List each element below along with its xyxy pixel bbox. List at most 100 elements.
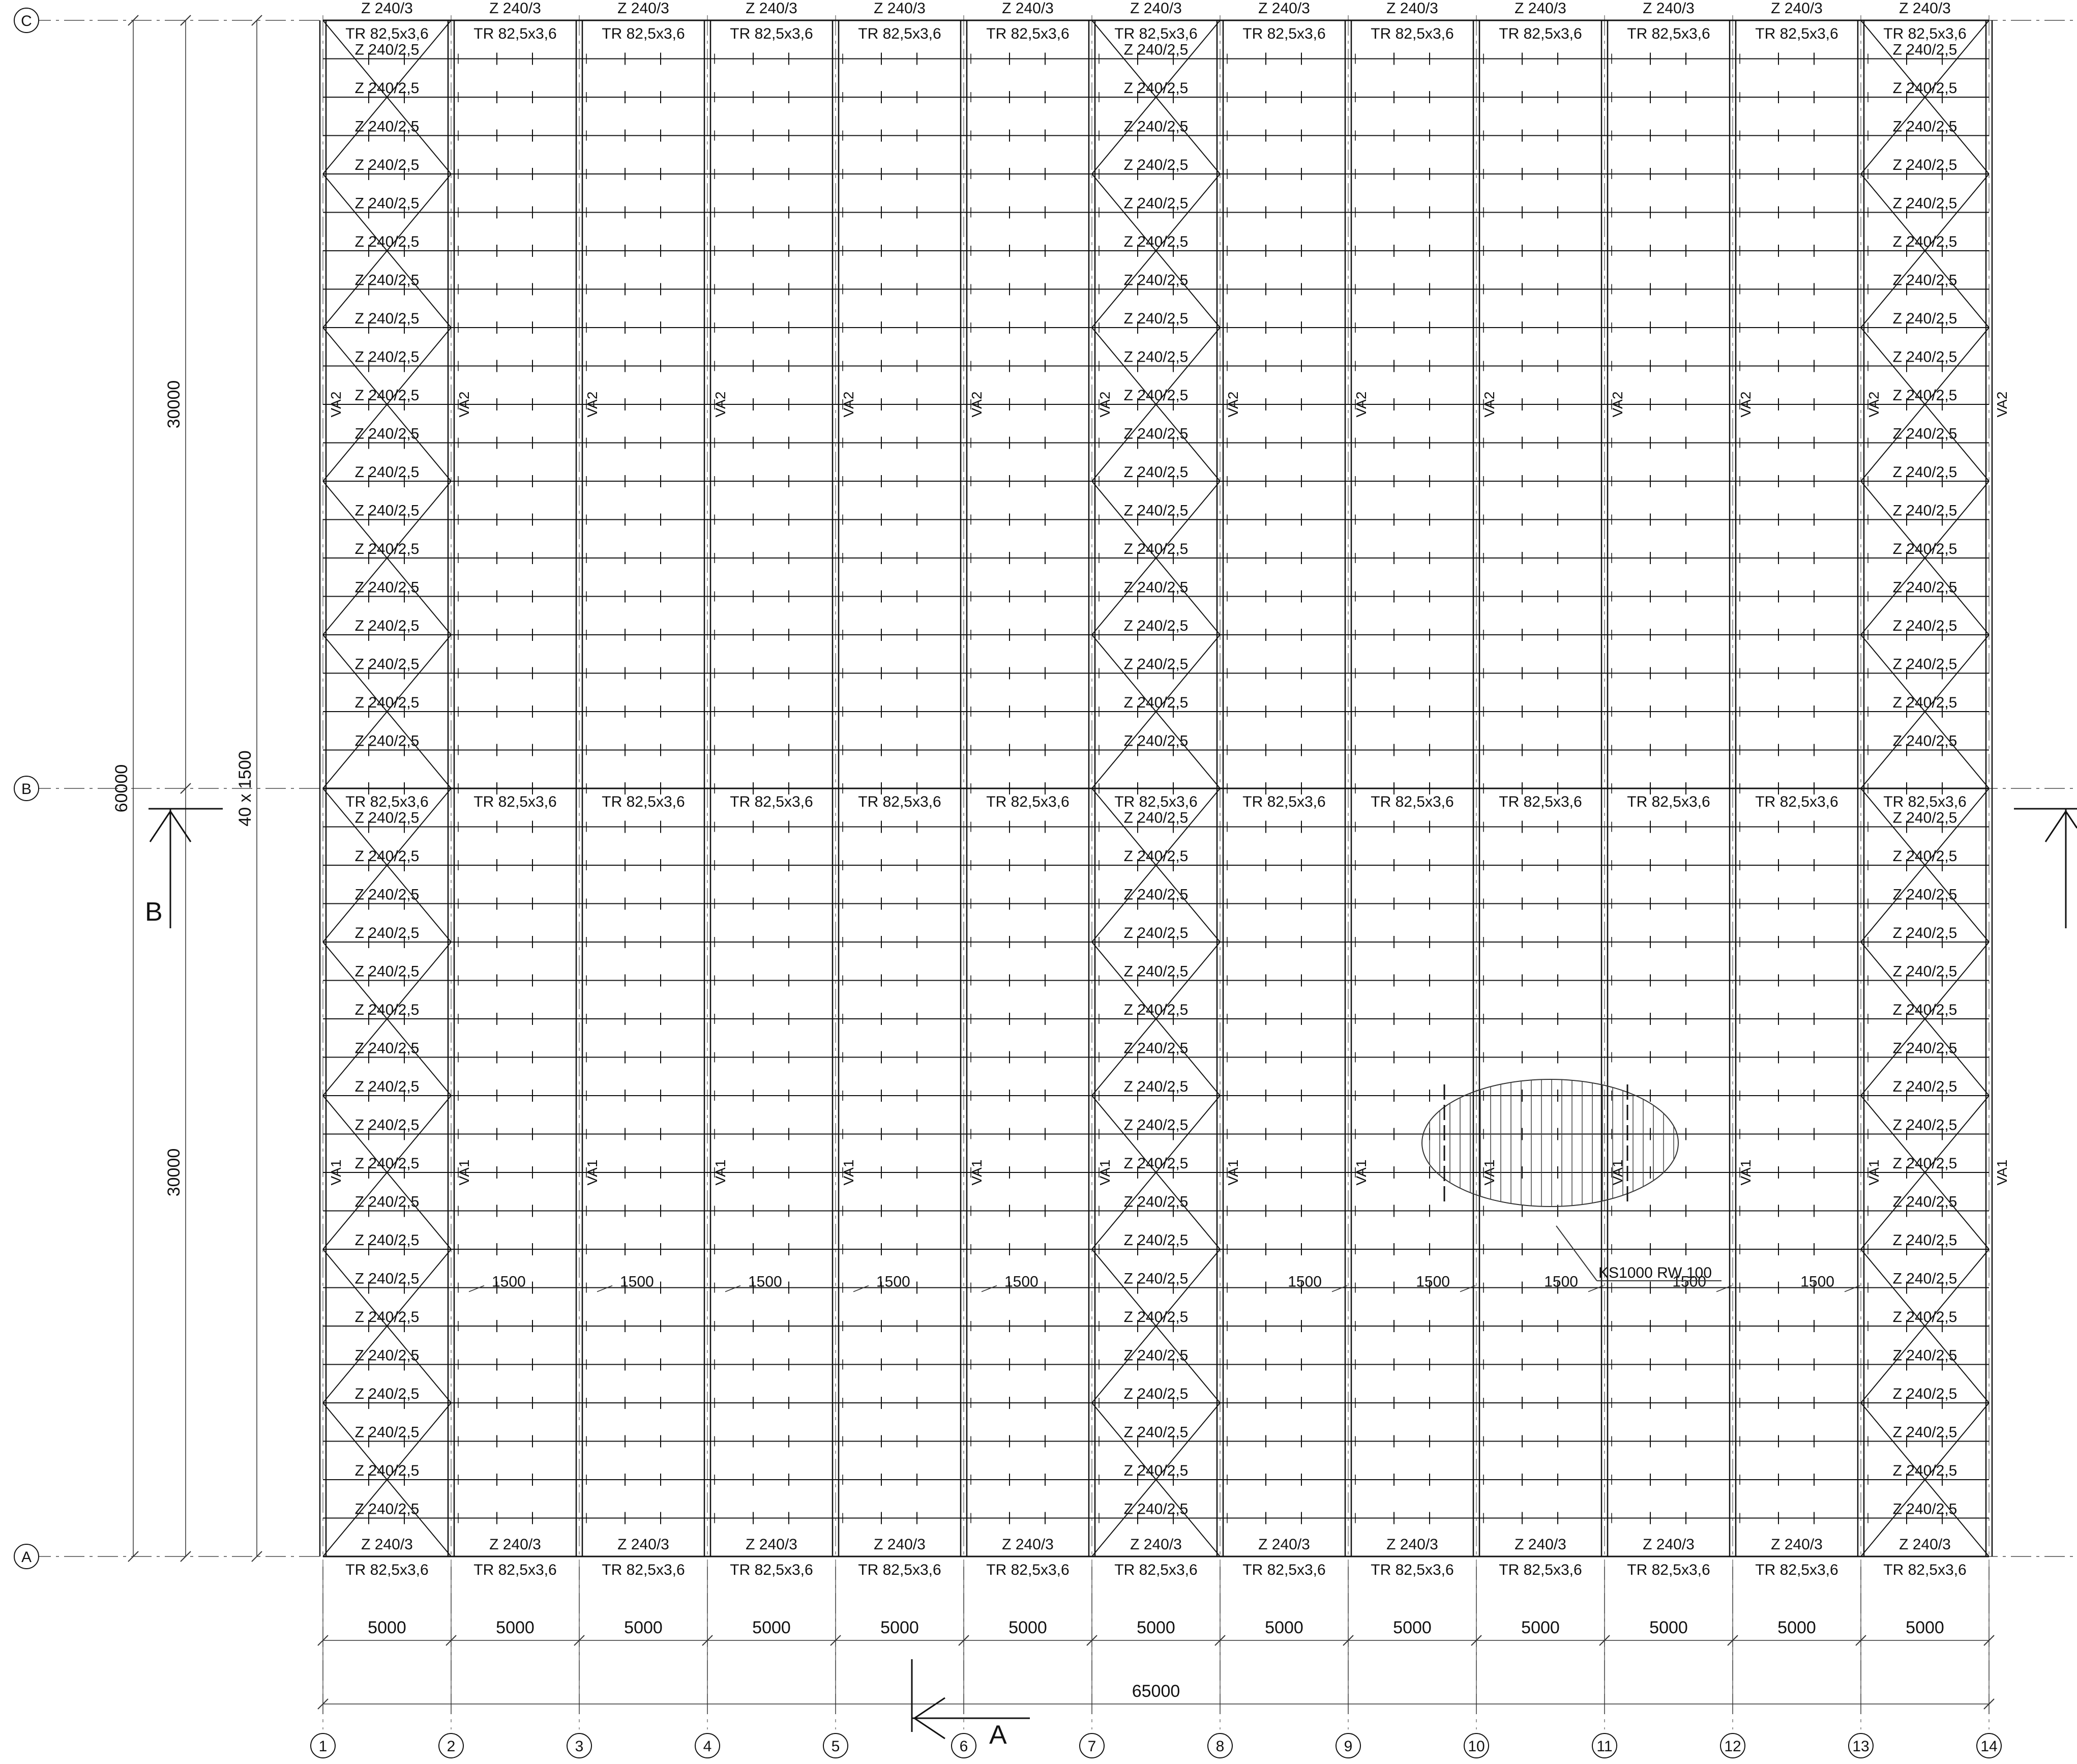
bay-dim-label: 5000 [368,1618,406,1637]
purlin-label: Z 240/2,5 [1124,426,1189,443]
purlin-spacing-label: 1500 [1004,1274,1038,1290]
purlin-label: Z 240/2,5 [1124,233,1189,250]
purlin-label: Z 240/2,5 [355,1155,420,1172]
purlin-label: Z 240/2,5 [1124,887,1189,903]
purlin-label: Z 240/2,5 [1124,618,1189,634]
edge-purlin-label: Z 240/3 [1258,1536,1310,1553]
edge-purlin-label: Z 240/3 [1386,0,1438,17]
bracing-label: VA2 [1225,392,1241,418]
bay-dim-label: 5000 [624,1618,663,1637]
truss-label: TR 82,5x3,6 [473,1562,556,1578]
column-axis-label: 8 [1216,1738,1225,1755]
truss-label: TR 82,5x3,6 [858,25,941,42]
truss-label: TR 82,5x3,6 [986,793,1069,810]
section-arrow-icon [2045,811,2077,842]
purlin-label: Z 240/2,5 [1124,848,1189,865]
column-axis-label: 12 [1724,1738,1741,1755]
bracing-label: VA2 [1610,392,1625,418]
purlin-label: Z 240/2,5 [1893,233,1957,250]
purlin-label: Z 240/2,5 [355,1386,420,1402]
purlin-label: Z 240/2,5 [355,1501,420,1518]
truss-label: TR 82,5x3,6 [1883,1562,1966,1578]
purlin-label: Z 240/2,5 [1124,579,1189,596]
bracing-label: VA1 [328,1160,344,1186]
truss-label: TR 82,5x3,6 [858,793,941,810]
purlin-label: Z 240/2,5 [1893,1040,1957,1057]
truss-label: TR 82,5x3,6 [1242,25,1325,42]
purlin-label: Z 240/2,5 [1893,387,1957,404]
purlin-label: Z 240/2,5 [1124,42,1189,58]
truss-label: TR 82,5x3,6 [1883,25,1966,42]
purlin-label: Z 240/2,5 [1893,272,1957,289]
edge-purlin-label: Z 240/3 [1899,0,1951,17]
purlin-label: Z 240/2,5 [1893,694,1957,711]
bracing-label: VA1 [841,1160,856,1186]
purlin-label: Z 240/2,5 [355,656,420,673]
purlin-label: Z 240/2,5 [1124,195,1189,212]
bracing-label: VA2 [1481,392,1497,418]
purlin-label: Z 240/2,5 [1124,1002,1189,1018]
truss-label: TR 82,5x3,6 [345,793,428,810]
truss-label: TR 82,5x3,6 [986,1562,1069,1578]
purlin-label: Z 240/2,5 [355,233,420,250]
truss-label: TR 82,5x3,6 [1371,1562,1453,1578]
truss-label: TR 82,5x3,6 [986,25,1069,42]
purlin-spacing-label: 1500 [876,1274,910,1290]
edge-purlin-label: Z 240/3 [361,0,413,17]
section-mark-b-left: B [145,809,223,928]
bracing-label: VA2 [584,392,600,418]
purlin-label: Z 240/2,5 [355,887,420,903]
column-axis-label: 5 [832,1738,840,1755]
bay-dim-label: 5000 [1521,1618,1560,1637]
section-mark-b-right [2014,809,2077,928]
purlin-label: Z 240/2,5 [355,80,420,97]
purlin-label: Z 240/2,5 [1124,1078,1189,1095]
column-axis-label: 10 [1468,1738,1485,1755]
purlin-label: Z 240/2,5 [1893,925,1957,942]
purlin-label: Z 240/2,5 [1124,810,1189,827]
panel-callout-label: KS1000 RW 100 [1598,1265,1712,1281]
edge-purlin-label: Z 240/3 [1130,1536,1182,1553]
purlin-label: Z 240/2,5 [1124,1309,1189,1326]
purlin-spacing-label: 1500 [492,1274,526,1290]
purlin-label: Z 240/2,5 [355,541,420,557]
bay-dim-label: 5000 [1265,1618,1303,1637]
truss-label: TR 82,5x3,6 [1114,1562,1197,1578]
purlin-label: Z 240/2,5 [1893,1462,1957,1479]
bay-dim-label: 5000 [496,1618,535,1637]
purlin-spacing-label: 1500 [1288,1274,1322,1290]
edge-purlin-label: Z 240/3 [1002,0,1054,17]
bracing-label: VA1 [713,1160,728,1186]
purlin-label: Z 240/2,5 [1893,426,1957,443]
bracing-label: VA2 [1866,392,1882,418]
purlin-label: Z 240/2,5 [355,157,420,173]
purlin-label: Z 240/2,5 [355,848,420,865]
edge-purlin-label: Z 240/3 [1643,0,1695,17]
bracing-label: VA2 [1738,392,1754,418]
truss-label: TR 82,5x3,6 [473,25,556,42]
edge-purlin-label: Z 240/3 [746,1536,797,1553]
purlin-label: Z 240/2,5 [355,1347,420,1364]
purlin-label: Z 240/2,5 [355,1424,420,1441]
bracing-label: VA1 [584,1160,600,1186]
purlin-label: Z 240/2,5 [1893,1501,1957,1518]
edge-purlin-label: Z 240/3 [1258,0,1310,17]
bracing-label: VA1 [1353,1160,1369,1186]
purlin-label: Z 240/2,5 [1893,1309,1957,1326]
purlin-label: Z 240/2,5 [1124,694,1189,711]
purlin-label: Z 240/2,5 [1124,541,1189,557]
purlin-label: Z 240/2,5 [1124,1194,1189,1211]
purlin-spacing-label: 1500 [748,1274,782,1290]
purlin-label: Z 240/2,5 [1124,157,1189,173]
purlin-label: Z 240/2,5 [1893,157,1957,173]
purlin-label: Z 240/2,5 [355,464,420,481]
purlin-spacing-label: 1500 [1800,1274,1834,1290]
purlin-label: Z 240/2,5 [1893,1194,1957,1211]
bracing-label: VA1 [969,1160,985,1186]
purlin-label: Z 240/2,5 [1893,1117,1957,1134]
purlin-count-dim-label: 40 x 1500 [235,750,255,826]
edge-purlin-label: Z 240/3 [489,0,541,17]
edge-purlin-label: Z 240/3 [489,1536,541,1553]
truss-label: TR 82,5x3,6 [602,1562,685,1578]
row-axis-label: A [21,1549,32,1566]
